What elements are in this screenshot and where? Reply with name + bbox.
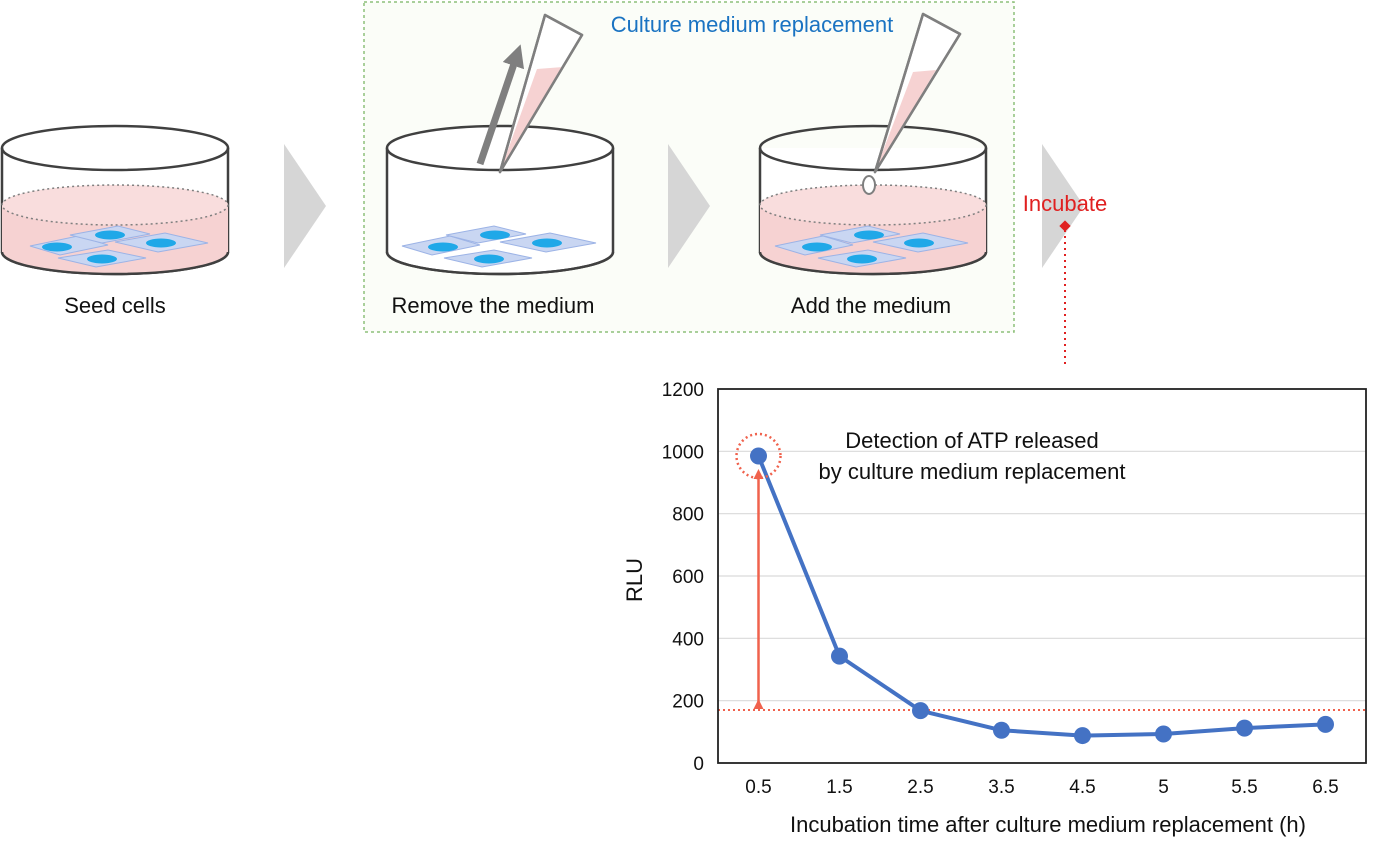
- incubate-marker-icon: [1059, 220, 1071, 232]
- cell-cluster: [401, 225, 597, 268]
- y-tick-label: 200: [672, 692, 704, 713]
- data-point: [1317, 715, 1334, 733]
- x-tick-label: 0.5: [745, 777, 771, 798]
- y-axis-label: RLU: [622, 558, 647, 602]
- plot-area: [717, 388, 1367, 764]
- annotation-line-1: Detection of ATP released: [845, 428, 1099, 453]
- series-points: [750, 447, 1334, 745]
- x-axis-label: Incubation time after culture medium rep…: [790, 812, 1306, 837]
- data-point: [993, 721, 1010, 739]
- x-tick-label: 4.5: [1069, 777, 1095, 798]
- x-tick-label: 3.5: [988, 777, 1014, 798]
- dish-add-medium: [758, 124, 988, 276]
- peak-highlight-ring: [735, 432, 782, 480]
- step-label-remove-medium: Remove the medium: [392, 293, 595, 318]
- y-tick-label: 0: [693, 754, 704, 775]
- cell-cluster: [774, 225, 969, 268]
- cell-cluster: [29, 225, 209, 268]
- pipette-remove-icon: [498, 13, 584, 174]
- step-label-seed-cells: Seed cells: [64, 293, 166, 318]
- pipette-add-icon: [873, 12, 962, 174]
- group-title: Culture medium replacement: [611, 12, 893, 37]
- data-point: [750, 447, 767, 465]
- annotation-line-2: by culture medium replacement: [819, 459, 1126, 484]
- series-line: [756, 455, 1326, 738]
- process-arrow-3: [1042, 144, 1084, 268]
- data-point: [1155, 725, 1172, 743]
- y-tick-labels: 0 200 400 600 800 1000 1200: [662, 380, 704, 775]
- x-tick-labels: 0.5 1.5 2.5 3.5 4.5 5 5.5 6.5: [745, 777, 1338, 798]
- x-tick-label: 1.5: [826, 777, 852, 798]
- x-tick-label: 5.5: [1231, 777, 1257, 798]
- y-tick-label: 800: [672, 505, 704, 526]
- data-point: [1236, 719, 1253, 737]
- y-tick-label: 400: [672, 629, 704, 650]
- dish-seed-cells: [0, 124, 230, 276]
- process-arrow-1: [284, 144, 326, 268]
- aspirate-arrow-icon: [476, 44, 525, 166]
- y-tick-label: 1200: [662, 380, 704, 401]
- incubate-label: Incubate: [1023, 191, 1107, 216]
- x-tick-label: 5: [1158, 777, 1169, 798]
- rlu-chart: 0 200 400 600 800 1000 1200 0.5 1.5 2.5 3.5 4.5 5 5.…: [622, 380, 1367, 837]
- data-point: [912, 702, 929, 720]
- data-point: [1074, 727, 1091, 745]
- chart-gridlines: [718, 450, 1366, 702]
- dish-remove-medium: [385, 124, 615, 276]
- data-point: [831, 647, 848, 665]
- step-label-add-medium: Add the medium: [791, 293, 951, 318]
- x-tick-label: 6.5: [1312, 777, 1338, 798]
- y-tick-label: 1000: [662, 442, 704, 463]
- process-arrow-2: [668, 144, 710, 268]
- x-tick-label: 2.5: [907, 777, 933, 798]
- y-tick-label: 600: [672, 567, 704, 588]
- medium-drop-icon: [862, 175, 876, 195]
